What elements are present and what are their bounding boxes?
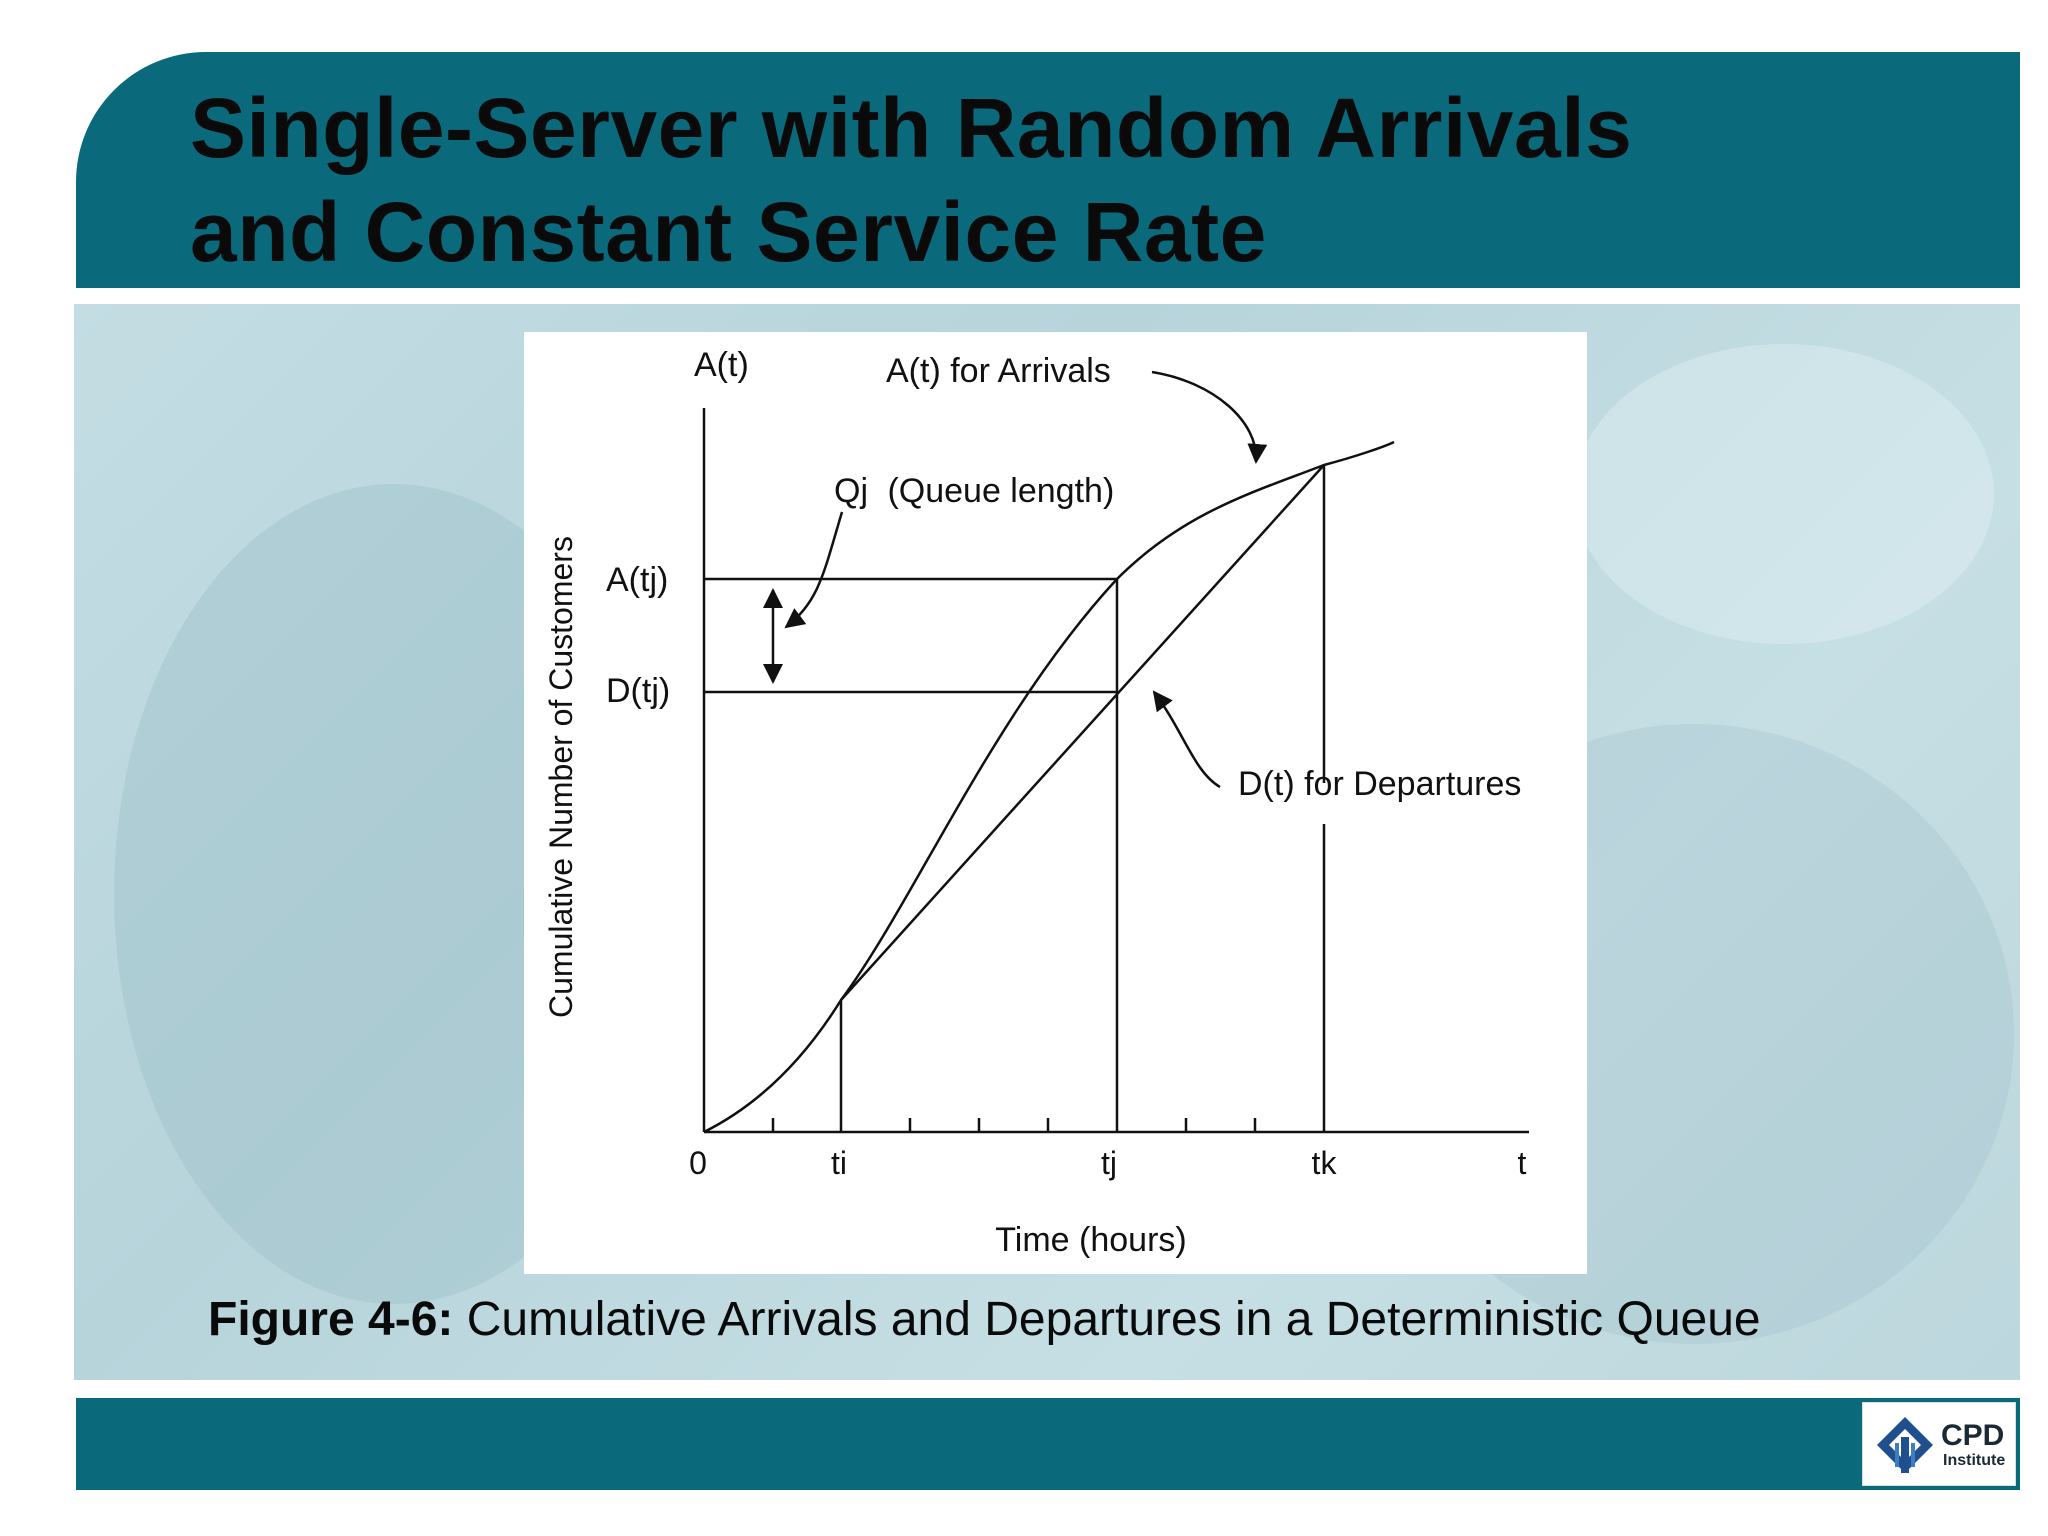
logo-subtitle: Institute — [1943, 1452, 2006, 1469]
arrivals-pointer-arrow — [1151, 370, 1268, 464]
arrivals-annotation: A(t) for Arrivals — [886, 352, 1111, 390]
queue-annotation: Qj (Queue length) — [834, 472, 1114, 510]
y-axis-top-label: A(t) — [694, 346, 749, 384]
a-tj-label: A(tj) — [606, 561, 668, 599]
title-band — [76, 52, 2020, 288]
y-axis-title: Cumulative Number of Customers — [543, 536, 579, 1018]
departures-annotation: D(t) for Departures — [1238, 765, 1521, 803]
caption-figure-number: Figure 4-6: — [208, 1293, 454, 1346]
x-axis-title: Time (hours) — [995, 1221, 1186, 1259]
tick-label-ti: ti — [831, 1145, 847, 1181]
cpd-logo: CPD Institute — [1862, 1402, 2016, 1486]
title-line-2: and Constant Service Rate — [190, 185, 1267, 279]
tick-label-tj: tj — [1101, 1145, 1117, 1181]
tick-label-origin: 0 — [689, 1145, 707, 1181]
tick-label-t: t — [1518, 1145, 1527, 1181]
departures-curve — [840, 464, 1325, 1001]
footer-band — [76, 1398, 2020, 1490]
title-line-1: Single-Server with Random Arrivals — [190, 81, 1633, 175]
tick-label-tk: tk — [1312, 1145, 1338, 1181]
queue-diagram: A(t) A(t) for Arrivals Qj (Queue length)… — [524, 332, 1587, 1274]
queue-symbol: Qj — [834, 472, 868, 510]
x-axis-ticks — [771, 1118, 1257, 1132]
slide-title: Single-Server with Random Arrivals and C… — [190, 76, 1990, 284]
queue-pointer-arrow — [784, 511, 844, 629]
background-shape — [1574, 344, 1994, 644]
figure-caption: Figure 4-6: Cumulative Arrivals and Depa… — [208, 1290, 1948, 1350]
queue-text: (Queue length) — [887, 472, 1114, 510]
departures-pointer-arrow — [1152, 690, 1221, 789]
queue-diagram-svg: A(t) A(t) for Arrivals Qj (Queue length)… — [543, 346, 1529, 1259]
logo-name: CPD — [1941, 1419, 2005, 1452]
d-tj-label: D(tj) — [606, 672, 670, 710]
caption-text: Cumulative Arrivals and Departures in a … — [453, 1293, 1761, 1346]
cpd-logo-icon — [1877, 1417, 1933, 1473]
